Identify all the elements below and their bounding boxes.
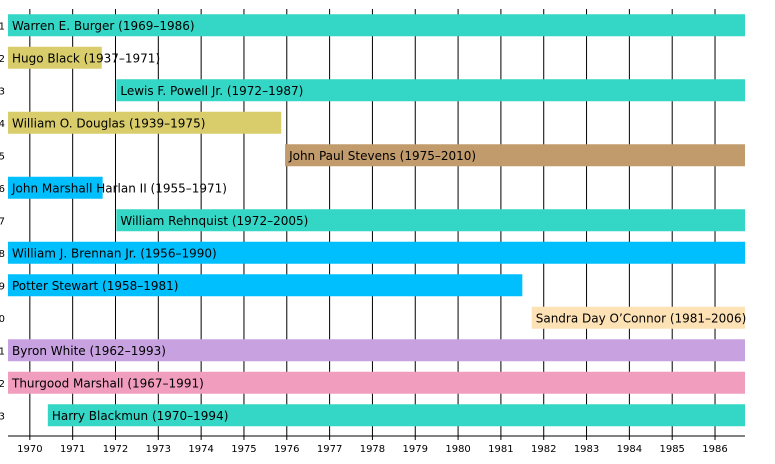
row-number: 11 (0, 346, 5, 357)
row-number: 6 (0, 184, 5, 195)
x-tick-label: 1984 (617, 444, 642, 455)
x-tick-label: 1986 (702, 444, 727, 455)
row-number: 4 (0, 119, 5, 130)
bar (8, 14, 745, 37)
bar (8, 371, 745, 394)
x-tick-label: 1976 (274, 444, 299, 455)
bar-label: William O. Douglas (1939–1975) (12, 116, 205, 130)
x-tick-label: 1985 (659, 444, 684, 455)
bar (8, 241, 745, 264)
bar-label: Warren E. Burger (1969–1986) (12, 19, 195, 33)
bar (531, 306, 745, 329)
row-number: 12 (0, 379, 5, 390)
x-tick-label: 1979 (403, 444, 428, 455)
bar-label: Potter Stewart (1958–1981) (12, 279, 178, 293)
x-tick-label: 1972 (103, 444, 128, 455)
bar-labels: Warren E. Burger (1969–1986) Hugo Black (… (11, 19, 746, 423)
row-number: 9 (0, 281, 5, 292)
x-tick-label: 1982 (531, 444, 556, 455)
row-number: 2 (0, 54, 5, 65)
row-number: 7 (0, 216, 5, 227)
x-tick-label: 1970 (17, 444, 42, 455)
plot-area (8, 9, 745, 436)
x-tick-label: 1980 (445, 444, 470, 455)
row-number: 5 (0, 151, 5, 162)
bar (8, 111, 282, 134)
bar (8, 339, 745, 362)
bar (116, 79, 745, 102)
x-tick-label: 1981 (488, 444, 513, 455)
x-tick-label: 1975 (231, 444, 256, 455)
bar-label: John Paul Stevens (1975–2010) (288, 149, 476, 163)
x-tick-label: 1978 (360, 444, 385, 455)
bar (47, 404, 745, 427)
x-tick-label: 1971 (60, 444, 85, 455)
x-tick-label: 1983 (574, 444, 599, 455)
bar-label: William Rehnquist (1972–2005) (120, 214, 308, 228)
bar (8, 176, 103, 199)
bar (116, 209, 745, 232)
x-tick-label: 1973 (146, 444, 171, 455)
x-tick-label: 1974 (188, 444, 213, 455)
row-number: 3 (0, 86, 5, 97)
bar (285, 144, 745, 167)
bar-label: Sandra Day O’Connor (1981–2006) (536, 311, 747, 325)
bar (8, 274, 523, 297)
bar (8, 46, 102, 69)
bar-label: Lewis F. Powell Jr. (1972–1987) (120, 84, 303, 98)
row-number: 1 (0, 21, 5, 32)
row-number: 13 (0, 411, 5, 422)
row-number: 10 (0, 314, 5, 325)
bar-label: Hugo Black (1937–1971) (12, 51, 160, 65)
bar-label: Thurgood Marshall (1967–1991) (11, 376, 204, 390)
bar-label: John Marshall Harlan II (1955–1971) (11, 181, 227, 195)
row-number: 8 (0, 249, 5, 260)
bar-label: William J. Brennan Jr. (1956–1990) (12, 246, 217, 260)
bar-label: Harry Blackmun (1970–1994) (52, 409, 229, 423)
x-tick-label: 1977 (317, 444, 342, 455)
bar-label: Byron White (1962–1993) (12, 344, 166, 358)
